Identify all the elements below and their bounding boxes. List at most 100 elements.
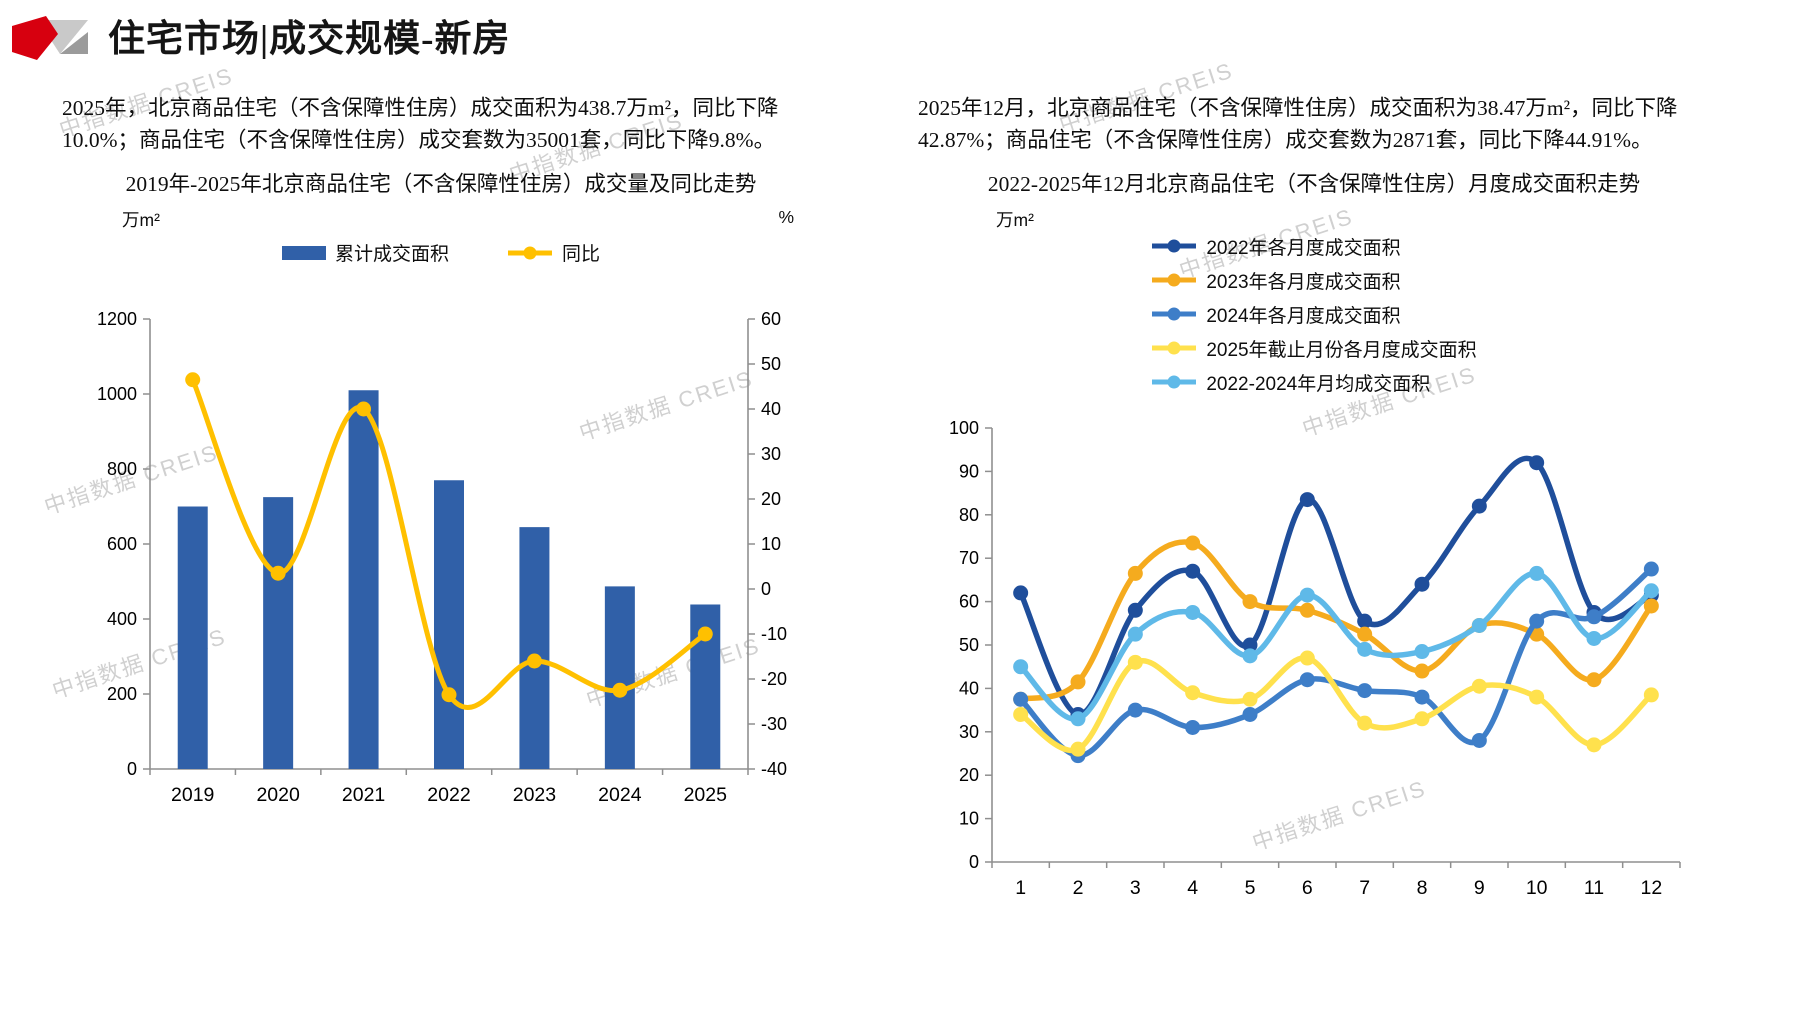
data-point (1299, 491, 1315, 507)
data-point (185, 371, 201, 387)
left-chart-legend: 累计成交面积 同比 (62, 235, 820, 271)
legend-item: 2024年各月度成交面积 (1151, 301, 1401, 328)
data-point (270, 565, 286, 581)
svg-text:90: 90 (959, 461, 979, 481)
bar (263, 496, 294, 769)
series-line (1017, 538, 1655, 702)
bar (519, 526, 550, 769)
svg-text:10: 10 (761, 534, 781, 554)
svg-text:-10: -10 (761, 624, 787, 644)
legend-bar-swatch (281, 245, 326, 260)
svg-text:20: 20 (959, 765, 979, 785)
data-point (1127, 702, 1143, 718)
data-point (1185, 719, 1201, 735)
data-point (1414, 576, 1430, 592)
data-point (1529, 454, 1545, 470)
data-point (1242, 593, 1258, 609)
svg-text:8: 8 (1417, 877, 1428, 899)
data-point (1185, 604, 1201, 620)
data-point (1185, 535, 1201, 551)
svg-text:40: 40 (761, 399, 781, 419)
data-point (1414, 710, 1430, 726)
legend-item: 2022-2024年月均成交面积 (1151, 369, 1430, 396)
svg-text:11: 11 (1584, 877, 1604, 899)
svg-text:50: 50 (959, 635, 979, 655)
data-point (1529, 613, 1545, 629)
svg-text:10: 10 (959, 808, 979, 828)
legend-item: 2023年各月度成交面积 (1151, 267, 1401, 294)
data-point (1070, 741, 1086, 757)
left-panel: 2025年，北京商品住宅（不含保障性住房）成交面积为438.7万m²，同比下降1… (62, 92, 820, 917)
legend-item: 2022年各月度成交面积 (1151, 233, 1401, 260)
y-axis-unit-label: 万m² (996, 209, 1034, 230)
data-point (1013, 585, 1029, 601)
svg-text:10: 10 (1526, 877, 1548, 899)
data-point (1586, 671, 1602, 687)
legend-line-swatch (1152, 375, 1197, 389)
data-point (1357, 613, 1373, 629)
data-point (1643, 687, 1659, 703)
right-chart-title: 2022-2025年12月北京商品住宅（不含保障性住房）月度成交面积走势 (987, 171, 1641, 196)
legend-line-swatch (1152, 273, 1197, 287)
left-axis-unit-label: 万m² (122, 209, 160, 230)
svg-text:12: 12 (1640, 877, 1662, 899)
monthly-summary-paragraph: 2025年12月，北京商品住宅（不含保障性住房）成交面积为38.47万m²，同比… (918, 96, 1678, 153)
data-point (1643, 561, 1659, 577)
bar-line-chart: 0 200 400 600 800 1000 1200 -40 -30 -20 -10 0 10 20 30… (62, 301, 820, 826)
data-point (1242, 647, 1258, 663)
data-point (1357, 641, 1373, 657)
data-point (1013, 691, 1029, 707)
legend-label: 2022年各月度成交面积 (1206, 237, 1401, 259)
svg-text:2025: 2025 (684, 784, 728, 806)
svg-text:60: 60 (959, 591, 979, 611)
data-point (612, 682, 628, 698)
data-point (1529, 689, 1545, 705)
left-chart-axis-units: 万m² % (62, 207, 820, 231)
svg-text:60: 60 (761, 309, 781, 329)
data-point (1070, 710, 1086, 726)
legend-item: 同比 (507, 239, 600, 266)
annual-summary-paragraph: 2025年，北京商品住宅（不含保障性住房）成交面积为438.7万m²，同比下降1… (62, 96, 779, 153)
data-point (1471, 617, 1487, 633)
svg-text:1200: 1200 (97, 309, 137, 329)
svg-text:0: 0 (127, 759, 137, 779)
legend-label: 2025年截止月份各月度成交面积 (1206, 339, 1477, 361)
bar (348, 389, 379, 769)
svg-text:7: 7 (1359, 877, 1370, 899)
data-point (526, 653, 542, 669)
svg-text:2019: 2019 (171, 784, 214, 806)
legend-line-swatch (1152, 239, 1197, 253)
legend-line-swatch (1152, 307, 1197, 321)
svg-text:2: 2 (1073, 877, 1084, 899)
legend-label: 2022-2024年月均成交面积 (1206, 373, 1431, 395)
data-point (1414, 689, 1430, 705)
right-chart-legend: 2022年各月度成交面积 2023年各月度成交面积 2024年各月度成交面积 2025… (1151, 233, 1477, 396)
bar (434, 479, 464, 769)
svg-text:5: 5 (1245, 877, 1256, 899)
data-point (1127, 626, 1143, 642)
svg-text:1000: 1000 (97, 384, 137, 404)
data-point (1242, 637, 1258, 653)
data-point (1414, 663, 1430, 679)
svg-text:200: 200 (107, 684, 137, 704)
svg-text:-20: -20 (761, 669, 787, 689)
data-point (1299, 587, 1315, 603)
svg-text:50: 50 (761, 354, 781, 374)
data-point (1357, 682, 1373, 698)
content-columns: 2025年，北京商品住宅（不含保障性住房）成交面积为438.7万m²，同比下降1… (62, 92, 1710, 917)
data-point (1242, 691, 1258, 707)
right-panel: 2025年12月，北京商品住宅（不含保障性住房）成交面积为38.47万m²，同比… (918, 92, 1710, 917)
multi-line-chart: 0 10 20 30 40 50 60 70 80 90 100 1 2 3 4 5 6 7 8 9 10 11 12 (918, 412, 1710, 917)
svg-text:20: 20 (761, 489, 781, 509)
svg-text:800: 800 (107, 459, 137, 479)
svg-text:4: 4 (1187, 877, 1198, 899)
data-point (1643, 582, 1659, 598)
svg-text:40: 40 (959, 678, 979, 698)
company-logo-icon (12, 16, 88, 60)
data-point (1586, 608, 1602, 624)
left-chart-title: 2019年-2025年北京商品住宅（不含保障性住房）成交量及同比走势 (125, 171, 757, 196)
data-point (1013, 706, 1029, 722)
series-line (1017, 654, 1655, 753)
bar (177, 506, 208, 769)
